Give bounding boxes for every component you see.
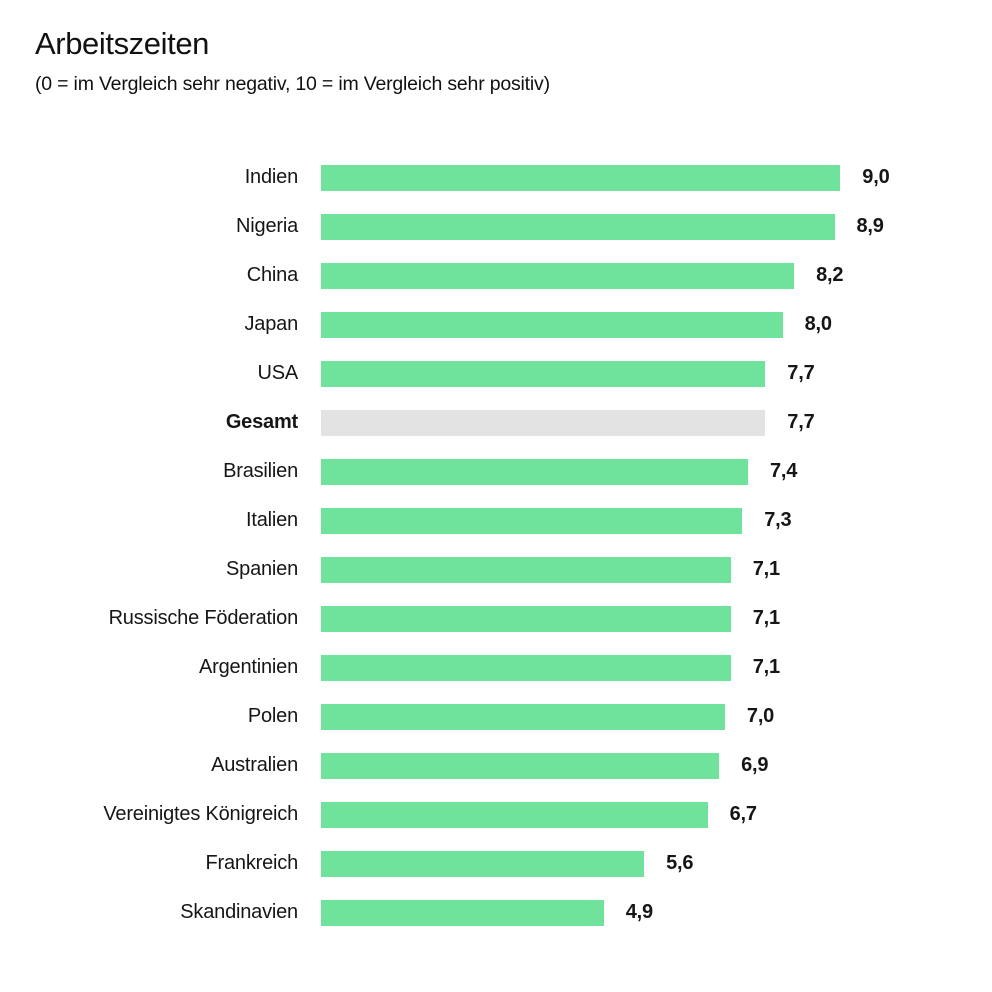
bar — [321, 458, 748, 485]
category-label: Russische Föderation — [108, 607, 299, 629]
chart-row: Indien 9,0 — [35, 153, 965, 202]
chart-row: Japan 8,0 — [35, 300, 965, 349]
chart-row: Brasilien 7,4 — [35, 447, 965, 496]
chart-row: Polen 7,0 — [35, 692, 965, 741]
category-label: Australien — [211, 754, 298, 776]
chart-subtitle: (0 = im Vergleich sehr negativ, 10 = im … — [35, 73, 550, 95]
category-label: Nigeria — [236, 215, 298, 237]
bar — [321, 605, 731, 632]
chart-row: Frankreich 5,6 — [35, 839, 965, 888]
category-label: Frankreich — [205, 852, 299, 874]
chart-row: China 8,2 — [35, 251, 965, 300]
chart-row: Spanien 7,1 — [35, 545, 965, 594]
category-label: USA — [257, 362, 298, 384]
bar — [321, 654, 731, 681]
bar — [321, 213, 835, 240]
category-label: Vereinigtes Königreich — [103, 803, 298, 825]
category-label: Argentinien — [199, 656, 298, 678]
bar — [321, 311, 783, 338]
bar — [321, 360, 766, 387]
bar — [321, 850, 645, 877]
value-label: 7,0 — [746, 705, 775, 727]
bar — [321, 556, 731, 583]
value-label: 9,0 — [862, 166, 890, 188]
value-label: 7,4 — [770, 460, 798, 482]
bar-highlight — [321, 409, 766, 436]
chart-row: Nigeria 8,9 — [35, 202, 965, 251]
value-label: 7,7 — [787, 411, 815, 433]
value-label: 6,7 — [729, 803, 757, 825]
value-label: 4,9 — [625, 901, 653, 923]
value-label: 7,3 — [764, 509, 792, 531]
value-label: 5,6 — [666, 852, 694, 874]
chart-row: Gesamt 7,7 — [35, 398, 965, 447]
value-label: 7,7 — [787, 362, 815, 384]
chart-title: Arbeitszeiten — [35, 26, 210, 61]
value-label: 8,9 — [856, 215, 884, 237]
category-label: Skandinavien — [180, 901, 298, 923]
bar — [321, 262, 795, 289]
chart-row: Australien 6,9 — [35, 741, 965, 790]
bar — [321, 801, 708, 828]
chart-row: USA 7,7 — [35, 349, 965, 398]
chart-row: Russische Föderation 7,1 — [35, 594, 965, 643]
category-label: Japan — [244, 313, 299, 335]
category-label: Spanien — [226, 558, 298, 580]
bar — [321, 752, 720, 779]
value-label: 6,9 — [741, 754, 769, 776]
bar-chart: Indien 9,0 Nigeria 8,9 China 8,2 Japan 8,0 USA 7,… — [35, 153, 965, 937]
category-label: Italien — [246, 509, 298, 531]
category-label: Indien — [244, 166, 298, 188]
category-label: China — [246, 264, 298, 286]
bar — [321, 507, 743, 534]
value-label: 7,1 — [752, 656, 780, 678]
bar — [321, 703, 725, 730]
category-label: Gesamt — [225, 411, 298, 433]
chart-row: Argentinien 7,1 — [35, 643, 965, 692]
chart-row: Skandinavien 4,9 — [35, 888, 965, 937]
value-label: 8,0 — [804, 313, 832, 335]
value-label: 7,1 — [752, 558, 780, 580]
value-label: 7,1 — [752, 607, 780, 629]
category-label: Brasilien — [223, 460, 298, 482]
category-label: Polen — [247, 705, 298, 727]
value-label: 8,2 — [816, 264, 844, 286]
bar — [321, 164, 841, 191]
chart-row: Italien 7,3 — [35, 496, 965, 545]
bar — [321, 899, 604, 926]
chart-row: Vereinigtes Königreich 6,7 — [35, 790, 965, 839]
